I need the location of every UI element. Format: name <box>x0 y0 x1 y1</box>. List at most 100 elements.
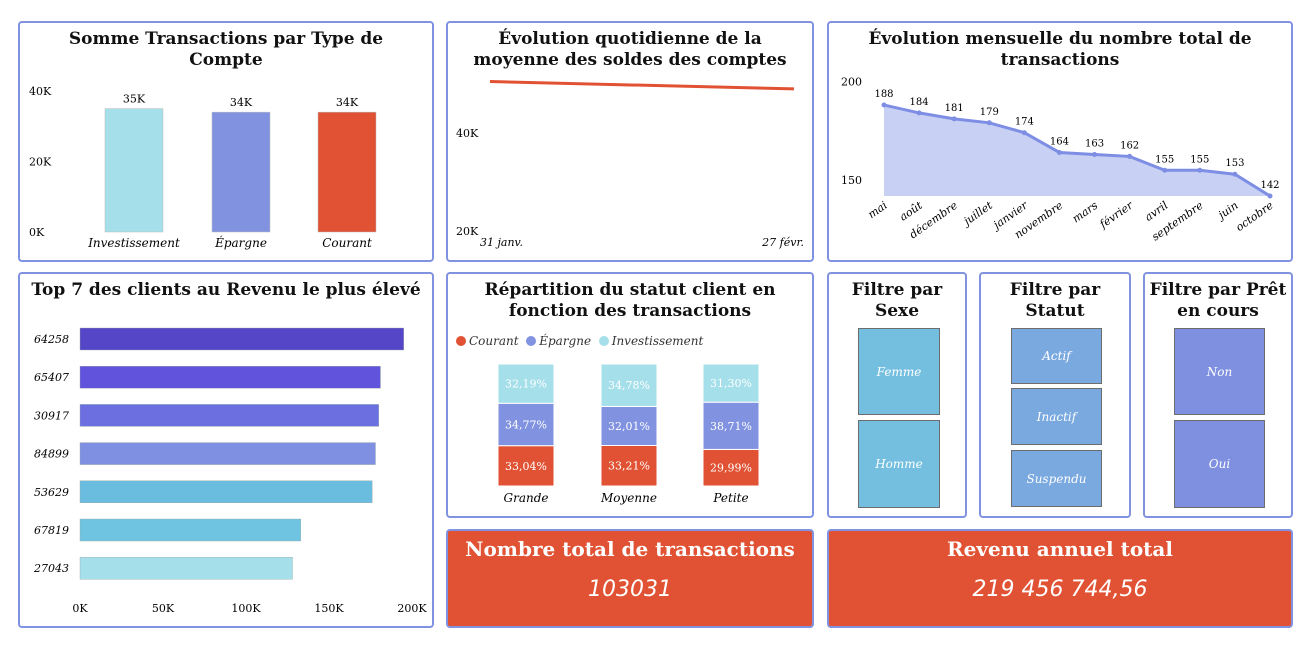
bar-segment <box>497 363 555 404</box>
legend-item[interactable]: Courant <box>456 334 519 348</box>
data-label: 32,19% <box>505 378 547 391</box>
card-monthly-transactions: Évolution mensuelle du nombre total de t… <box>827 21 1293 262</box>
data-point <box>951 116 957 122</box>
x-tick-label: 50K <box>152 602 175 615</box>
data-label: 142 <box>1260 180 1279 191</box>
x-tick-label: 0K <box>72 602 88 615</box>
bar <box>211 111 271 233</box>
data-point <box>1232 171 1238 177</box>
series-line <box>489 80 795 91</box>
card-title: Somme Transactions par Type de Compte <box>68 29 384 70</box>
card-transactions-by-account-type: Somme Transactions par Type de Compte 0K… <box>18 21 434 262</box>
data-label: 31,30% <box>710 377 752 390</box>
legend-item[interactable]: Investissement <box>598 334 703 348</box>
y-tick-label: 20K <box>29 156 52 169</box>
data-label: 153 <box>1225 158 1244 169</box>
kpi-title: Nombre total de transactions <box>465 537 795 561</box>
bar-segment <box>600 363 658 407</box>
y-tick-label: 67819 <box>34 524 69 537</box>
stacked-bar-chart: 33,04% 34,77% 32,19% Grande 33,21% 32,01% 34,7… <box>497 363 760 505</box>
bar <box>317 111 377 233</box>
x-tick-label: juillet <box>959 198 996 229</box>
data-point <box>1162 167 1168 173</box>
bar <box>79 480 373 504</box>
data-label: 162 <box>1120 140 1139 151</box>
data-label: 35K <box>123 93 146 106</box>
card-title: Top 7 des clients au Revenu le plus élev… <box>31 280 421 300</box>
y-tick-label: 150 <box>841 174 862 187</box>
data-label: 163 <box>1085 138 1104 149</box>
data-label: 33,04% <box>505 460 547 473</box>
data-label: 179 <box>980 107 999 118</box>
x-tick-label: mars <box>1070 199 1101 226</box>
data-label: 32,01% <box>608 420 650 433</box>
slicer-option-suspendu[interactable]: Suspendu <box>1011 450 1102 507</box>
data-point <box>1127 153 1133 159</box>
data-label: 34,78% <box>608 379 650 392</box>
data-point <box>881 102 887 108</box>
x-tick-label: 100K <box>231 602 261 615</box>
card-daily-balance: Évolution quotidienne de la moyenne des … <box>446 21 814 262</box>
data-label: 181 <box>945 103 964 114</box>
x-tick-label: mai <box>865 199 889 221</box>
bar-segment <box>702 363 760 403</box>
data-label: 29,99% <box>710 462 752 475</box>
bar <box>79 442 376 465</box>
data-label: 188 <box>874 89 893 100</box>
data-label: 174 <box>1015 117 1034 128</box>
data-point <box>986 120 992 126</box>
bar-segment <box>702 401 760 450</box>
legend-item[interactable]: Épargne <box>526 334 591 348</box>
x-tick-label: octobre <box>1233 199 1276 234</box>
x-tick-label: Courant <box>322 236 372 250</box>
y-tick-label: 65407 <box>34 371 69 384</box>
bar-segment <box>600 405 658 446</box>
slicer-option-oui[interactable]: Oui <box>1174 420 1265 508</box>
data-point <box>1092 151 1098 157</box>
data-point <box>1056 149 1062 155</box>
card-title: Évolution mensuelle du nombre total de t… <box>868 29 1252 70</box>
y-tick-label: 84899 <box>34 448 69 461</box>
bar <box>79 404 379 427</box>
slicer-option-actif[interactable]: Actif <box>1011 328 1102 384</box>
y-tick-label: 64258 <box>34 333 69 346</box>
bar <box>104 108 164 233</box>
data-point <box>1197 167 1203 173</box>
y-tick-label: 27043 <box>33 562 69 575</box>
slicer-option-inactif[interactable]: Inactif <box>1011 388 1102 445</box>
y-tick-label: 0K <box>29 226 45 239</box>
data-label: 38,71% <box>710 420 752 433</box>
slicer-pret: Filtre par Prêt en cours Non Oui <box>1143 272 1293 518</box>
y-tick-label: 53629 <box>34 486 69 499</box>
area-fill <box>884 105 1270 196</box>
bar <box>79 557 293 580</box>
slicer-title: Filtre par Sexe <box>851 280 943 321</box>
card-title: Répartition du statut client en fonction… <box>484 280 776 321</box>
y-tick-label: 40K <box>29 85 52 98</box>
slicer-statut: Filtre par Statut Actif Inactif Suspendu <box>979 272 1131 518</box>
x-tick-label: Investissement <box>87 236 180 250</box>
bar <box>79 518 301 542</box>
series-line <box>883 103 1271 198</box>
bar-segment <box>600 444 658 487</box>
card-top-clients: Top 7 des clients au Revenu le plus élev… <box>18 272 434 628</box>
y-tick-label: 20K <box>456 225 479 238</box>
bar-segment <box>702 448 760 487</box>
data-label: 184 <box>910 97 929 108</box>
slicer-option-femme[interactable]: Femme <box>858 328 940 415</box>
slicer-option-non[interactable]: Non <box>1174 328 1265 415</box>
data-label: 34K <box>230 96 253 109</box>
data-label: 164 <box>1050 136 1069 147</box>
x-tick-label: 27 févr. <box>761 236 804 249</box>
kpi-annual-revenue: Revenu annuel total 219 456 744,56 <box>827 529 1293 628</box>
data-point <box>1021 130 1027 136</box>
area-chart: 200150188mai184août181décembre179juillet… <box>841 75 1280 243</box>
slicer-option-homme[interactable]: Homme <box>858 420 940 508</box>
bar <box>79 365 381 389</box>
card-title: Évolution quotidienne de la moyenne des … <box>473 29 787 70</box>
x-tick-label: Grande <box>504 491 549 505</box>
data-point <box>1267 193 1273 199</box>
bar-segment <box>497 445 555 487</box>
slicer-sexe: Filtre par Sexe Femme Homme <box>827 272 967 518</box>
